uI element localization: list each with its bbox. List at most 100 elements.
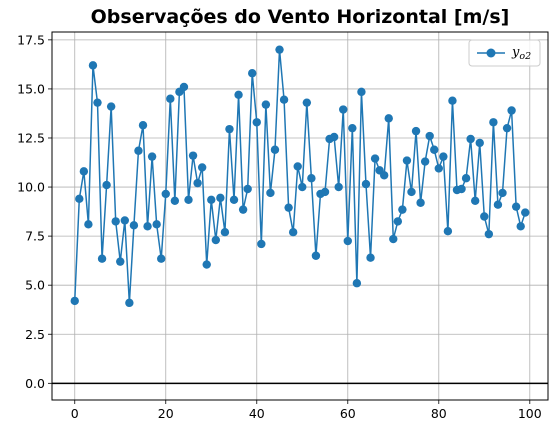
data-point bbox=[243, 184, 252, 194]
x-tick-label: 60 bbox=[340, 406, 356, 421]
data-point bbox=[329, 132, 339, 142]
data-point bbox=[97, 254, 107, 263]
data-point bbox=[420, 157, 430, 166]
legend-marker-swatch bbox=[486, 48, 496, 58]
data-point bbox=[234, 90, 243, 100]
legend-label: yo2 bbox=[511, 45, 531, 62]
data-point bbox=[480, 212, 489, 221]
legend-label-subscript: o2 bbox=[519, 51, 531, 62]
data-point bbox=[507, 106, 516, 115]
x-tick-label: 0 bbox=[71, 406, 79, 421]
data-point bbox=[370, 154, 380, 163]
grid-lines bbox=[52, 32, 548, 400]
data-point bbox=[443, 227, 453, 236]
data-point bbox=[434, 164, 443, 173]
data-point bbox=[361, 179, 371, 189]
data-point bbox=[320, 187, 330, 197]
data-point bbox=[79, 167, 89, 176]
data-point bbox=[302, 98, 312, 107]
data-point bbox=[393, 217, 403, 226]
data-point bbox=[407, 187, 416, 197]
data-point bbox=[143, 222, 152, 231]
data-point bbox=[238, 205, 248, 214]
data-point bbox=[88, 61, 98, 70]
data-point bbox=[275, 45, 284, 54]
data-point bbox=[352, 279, 362, 288]
data-point bbox=[102, 180, 111, 190]
data-point bbox=[152, 220, 161, 229]
data-point bbox=[502, 123, 512, 133]
data-point bbox=[252, 118, 261, 127]
data-point bbox=[475, 138, 484, 148]
data-point bbox=[379, 171, 389, 180]
x-tick-label: 20 bbox=[158, 406, 174, 421]
data-point bbox=[197, 163, 207, 172]
y-tick-label: 17.5 bbox=[17, 32, 45, 47]
data-point bbox=[248, 69, 257, 78]
legend: yo2 bbox=[468, 39, 541, 67]
data-point bbox=[498, 188, 507, 198]
data-point bbox=[93, 98, 102, 107]
data-point bbox=[430, 145, 439, 154]
y-tick-label: 15.0 bbox=[17, 81, 45, 96]
plot-frame bbox=[51, 31, 549, 401]
data-point bbox=[307, 174, 316, 183]
y-tick-label: 12.5 bbox=[17, 130, 45, 145]
data-point bbox=[461, 174, 471, 183]
y-tick-label: 7.5 bbox=[25, 229, 45, 244]
data-point bbox=[457, 184, 466, 194]
data-point bbox=[166, 94, 175, 103]
data-point bbox=[207, 195, 216, 205]
data-point bbox=[193, 178, 202, 188]
chart-title: Observações do Vento Horizontal [m/s] bbox=[91, 6, 510, 28]
data-point bbox=[279, 95, 289, 104]
data-point bbox=[298, 182, 307, 192]
data-point bbox=[157, 254, 166, 263]
data-point bbox=[288, 227, 298, 237]
data-point bbox=[170, 196, 180, 205]
data-point bbox=[489, 118, 498, 127]
data-point bbox=[416, 198, 425, 207]
data-point bbox=[425, 131, 434, 141]
y-tick-label: 0.0 bbox=[25, 376, 45, 391]
data-point bbox=[134, 146, 143, 155]
data-point bbox=[106, 102, 116, 111]
y-tick-label: 10.0 bbox=[17, 180, 45, 195]
series-layer bbox=[70, 45, 530, 308]
data-point bbox=[125, 298, 134, 308]
series-line bbox=[74, 48, 526, 304]
data-point bbox=[389, 234, 398, 244]
data-point bbox=[257, 239, 266, 249]
data-point bbox=[284, 203, 293, 212]
y-axis-ticks: 0.0 2.5 5.0 7.5 10.0 12.5 15.0 17.5 bbox=[17, 32, 52, 391]
data-point bbox=[311, 251, 321, 260]
data-point bbox=[470, 196, 480, 205]
data-point bbox=[179, 82, 189, 92]
data-point bbox=[439, 152, 448, 161]
data-point bbox=[147, 152, 157, 161]
data-point bbox=[343, 236, 352, 246]
y-tick-label: 5.0 bbox=[25, 278, 45, 293]
data-point bbox=[229, 195, 239, 205]
data-point bbox=[220, 227, 230, 237]
data-point bbox=[402, 156, 412, 165]
data-point bbox=[466, 134, 475, 144]
data-point bbox=[184, 195, 193, 205]
y-tick-label: 2.5 bbox=[25, 327, 45, 342]
data-point bbox=[261, 100, 271, 109]
data-point bbox=[84, 220, 93, 229]
data-point bbox=[211, 235, 221, 245]
data-point bbox=[138, 121, 148, 130]
data-point bbox=[484, 229, 494, 239]
data-point bbox=[188, 151, 198, 160]
x-tick-label: 100 bbox=[518, 406, 542, 421]
legend-label-main: y bbox=[511, 45, 520, 60]
data-point bbox=[129, 221, 139, 230]
data-point bbox=[411, 126, 421, 136]
data-point bbox=[384, 114, 393, 123]
data-point bbox=[111, 217, 120, 226]
data-point bbox=[357, 87, 366, 97]
data-point bbox=[398, 205, 407, 214]
